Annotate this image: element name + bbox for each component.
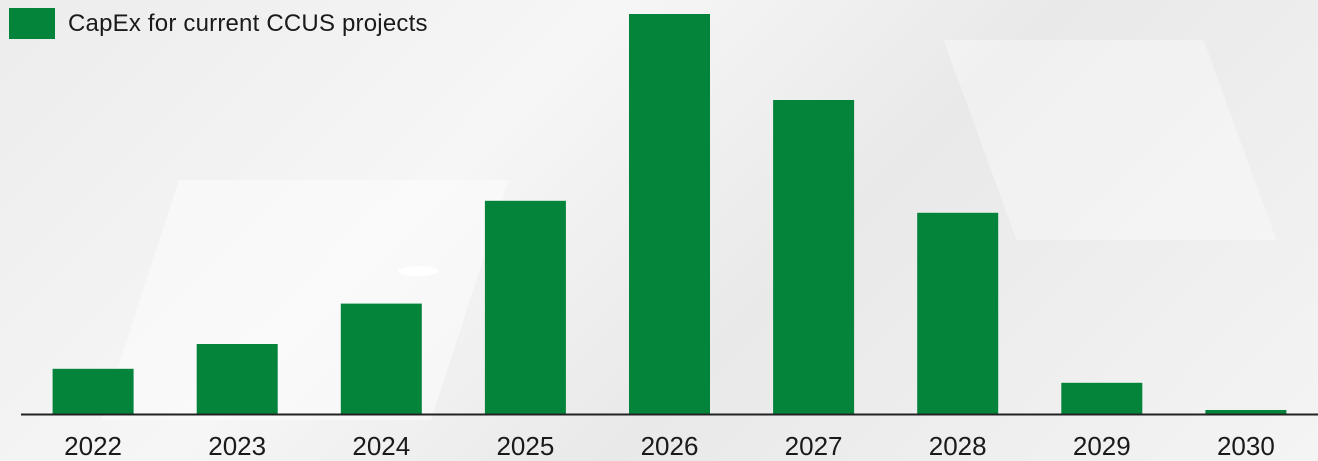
bar-2030	[1205, 410, 1287, 414]
bar-2022	[52, 368, 134, 414]
x-tick-label: 2026	[641, 431, 699, 461]
bar-2025	[484, 200, 566, 414]
x-tick-label: 2030	[1217, 431, 1275, 461]
chart-legend: CapEx for current CCUS projects	[9, 8, 428, 39]
bar-2028	[917, 212, 999, 414]
x-tick-label: 2028	[929, 431, 987, 461]
x-tick-label: 2025	[496, 431, 554, 461]
x-tick-label: 2027	[785, 431, 843, 461]
legend-label: CapEx for current CCUS projects	[68, 9, 428, 37]
x-tick-label: 2024	[352, 431, 410, 461]
x-tick-label: 2023	[208, 431, 266, 461]
bar-2029	[1061, 382, 1143, 414]
bar-2027	[773, 100, 855, 414]
bar-2024	[340, 303, 422, 414]
legend-swatch	[9, 8, 55, 39]
bar-2023	[196, 344, 278, 414]
x-tick-label: 2022	[64, 431, 122, 461]
bar-2026	[629, 14, 710, 414]
x-tick-label: 2029	[1073, 431, 1131, 461]
